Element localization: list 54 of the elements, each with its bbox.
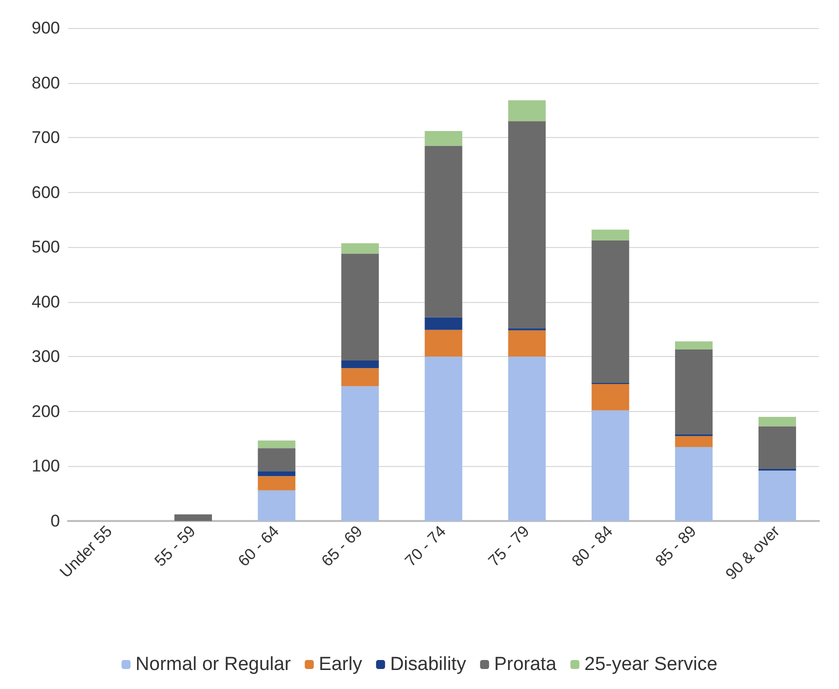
x-tick-label: 70 - 74 [402,522,450,570]
bar [675,447,713,521]
bar [424,330,462,357]
x-tick-label: 65 - 69 [318,522,366,570]
bar [592,384,630,410]
bar [341,243,379,254]
bar [592,230,630,241]
bar [508,121,546,328]
bar [424,146,462,318]
y-tick-label: 800 [32,73,60,92]
x-tick-label: 55 - 59 [152,522,200,570]
x-tick-label: 85 - 89 [652,522,700,570]
bar [258,490,296,521]
bar [758,426,796,469]
bar [508,356,546,521]
bar [258,448,296,472]
y-tick-label: 700 [32,128,60,148]
bar [341,360,379,368]
x-tick-label: 80 - 84 [569,522,616,570]
bar [675,350,713,434]
legend-label: Early [318,654,363,675]
y-tick-label: 0 [50,512,60,530]
legend-label: 25-year Service [584,654,718,675]
bar [424,317,462,330]
y-tick-label: 600 [32,182,60,202]
x-tick-label: 60 - 64 [235,522,283,570]
y-tick-label: 100 [32,456,60,476]
bar [341,368,379,386]
y-tick-label: 400 [32,292,60,312]
legend-label: Disability [390,654,467,675]
y-tick-label: 500 [32,238,60,257]
bar [174,514,212,521]
x-tick-label: 90 & over [722,522,784,584]
legend-label: Prorata [494,654,557,675]
bar [592,240,630,383]
y-tick-label: 300 [32,347,60,366]
y-tick-label: 200 [32,402,60,421]
bar [258,471,296,476]
bar [258,476,296,490]
bar [508,330,546,357]
y-tick-label: 900 [32,18,60,38]
bar [424,130,462,146]
bar [258,440,296,448]
bar [675,436,713,448]
legend-label: Normal or Regular [136,654,292,675]
bar [424,356,462,521]
bar [508,100,546,122]
bar [758,416,796,426]
x-tick-label: 75 - 79 [486,522,534,570]
bar [592,410,630,521]
bar [341,254,379,360]
bar [675,341,713,350]
bar [341,386,379,521]
bar [758,470,796,521]
